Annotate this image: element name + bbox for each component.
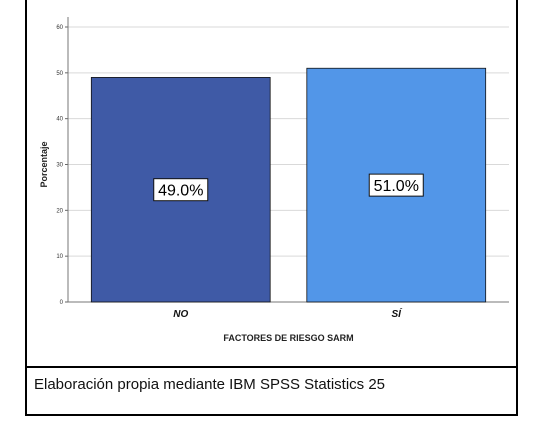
x-tick-label: NO xyxy=(173,309,188,320)
y-tick-label: 50 xyxy=(56,71,63,77)
bar-chart: 0 10 20 30 40 50 60 49.0% 51.0% NO SÍ Porcentaje… xyxy=(39,17,509,343)
x-axis-label: FACTORES DE RIESGO SARM xyxy=(223,333,353,343)
figure-caption: Elaboración propia mediante IBM SPSS Sta… xyxy=(34,376,386,393)
y-tick-label: 20 xyxy=(56,208,63,214)
y-tick-label: 60 xyxy=(56,25,63,31)
figure-frame: 0 10 20 30 40 50 60 49.0% 51.0% NO SÍ Porcentaje… xyxy=(25,0,518,416)
data-label: 51.0% xyxy=(374,178,419,195)
data-label-box xyxy=(153,178,209,202)
data-label-box xyxy=(368,173,424,197)
y-tick-label: 0 xyxy=(60,300,64,306)
y-tick-label: 30 xyxy=(56,163,63,169)
y-axis-label: Porcentaje xyxy=(39,141,49,187)
y-tick-label: 10 xyxy=(56,254,63,260)
data-label: 49.0% xyxy=(158,183,203,200)
y-tick-label: 40 xyxy=(56,117,63,123)
chart-area: 0 10 20 30 40 50 60 49.0% 51.0% NO SÍ Porcentaje… xyxy=(27,0,516,368)
x-tick-label: SÍ xyxy=(392,307,404,320)
